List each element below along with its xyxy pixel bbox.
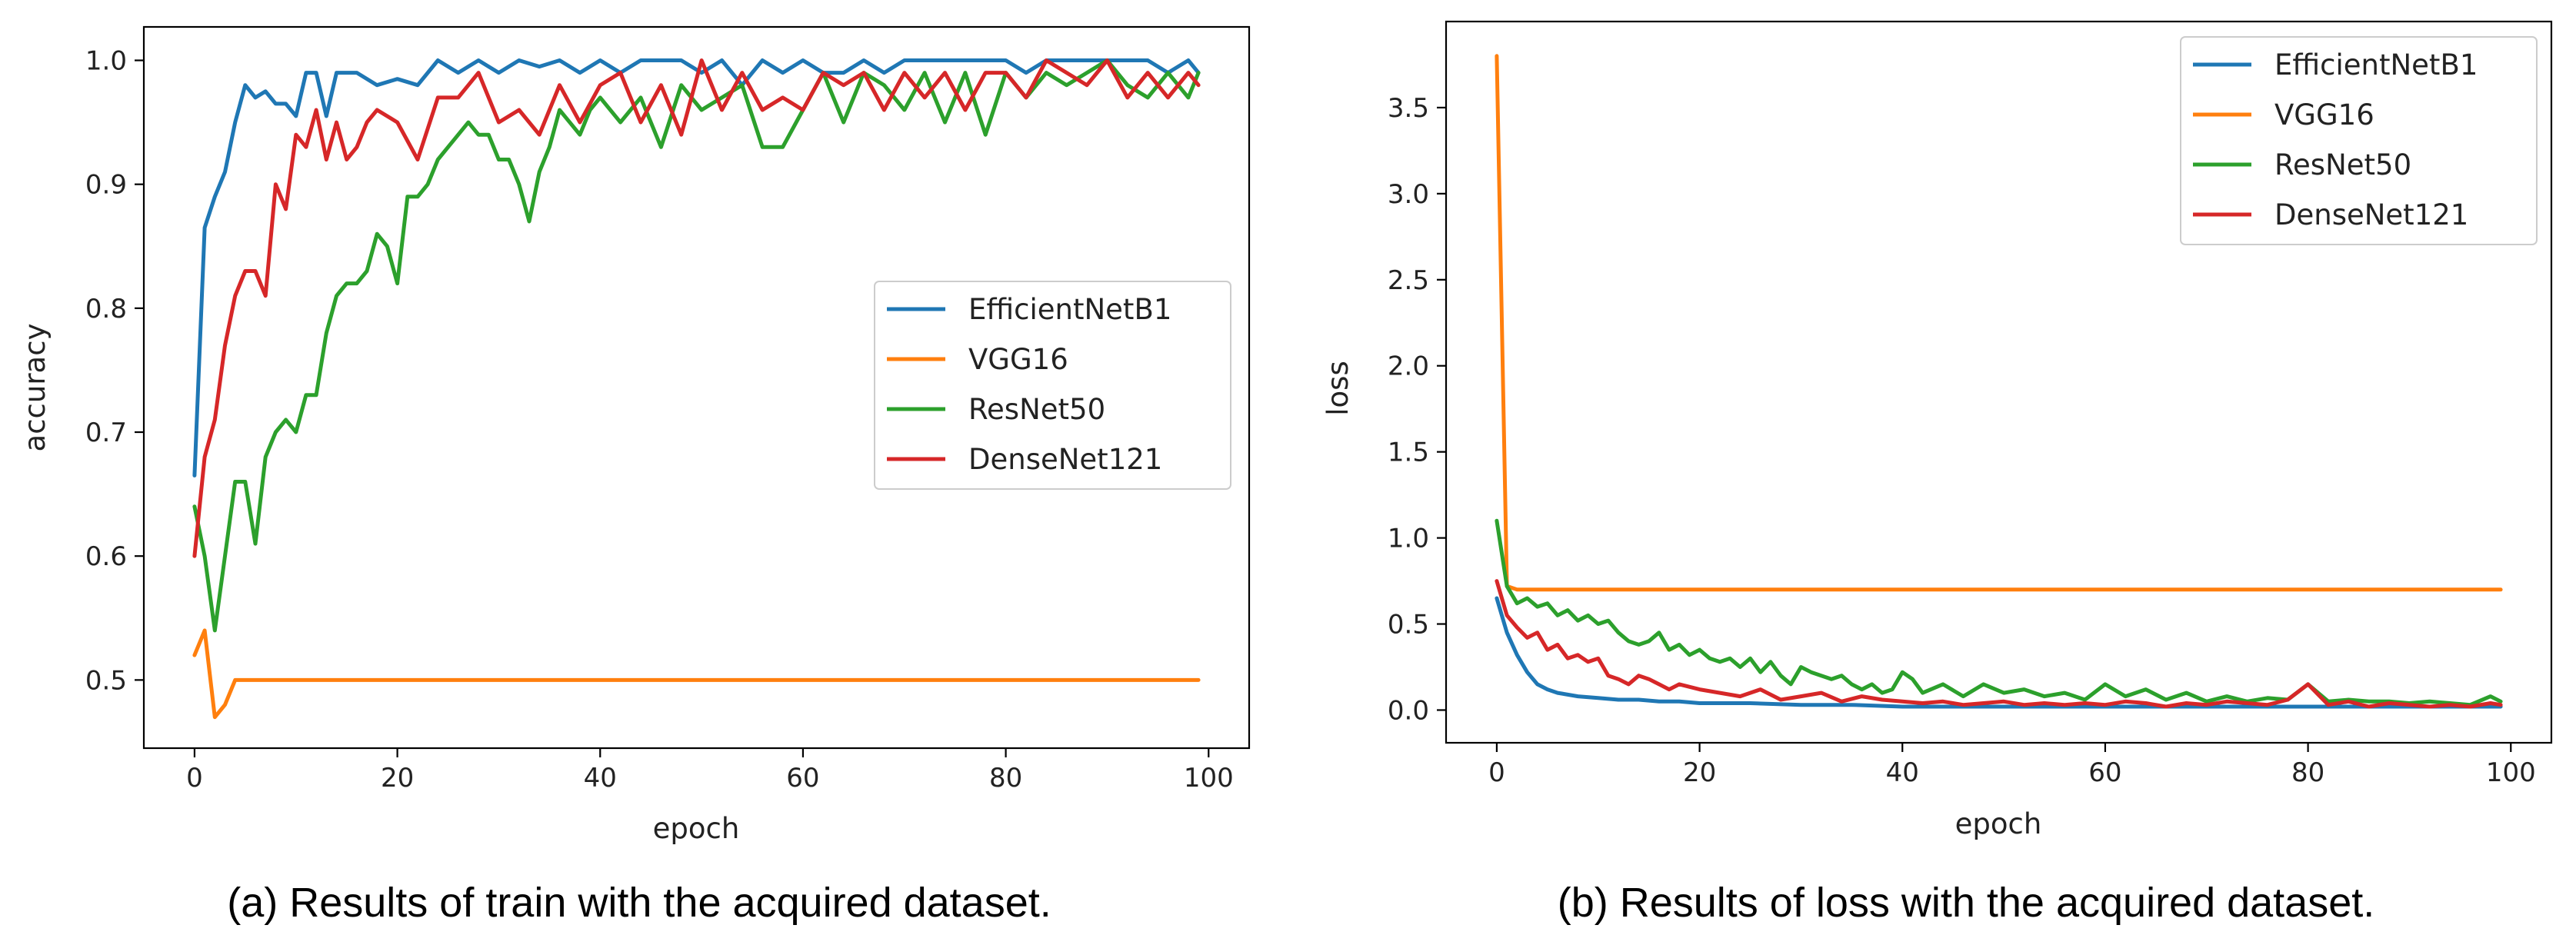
accuracy-y-tick-label: 1.0 [85, 46, 127, 77]
loss-y-axis-label: loss [1321, 361, 1355, 415]
loss-legend-label-vgg16: VGG16 [2274, 98, 2374, 131]
accuracy-series-densenet121 [192, 58, 1201, 558]
accuracy-x-ticks: 0 20 40 60 80 100 [186, 748, 1234, 794]
accuracy-x-axis-label: epoch [653, 812, 740, 845]
loss-y-tick-label: 0.0 [1388, 695, 1429, 726]
loss-x-tick-label: 20 [1683, 757, 1716, 788]
accuracy-y-tick-label: 0.5 [85, 665, 127, 696]
loss-legend-label-densenet121: DenseNet121 [2274, 198, 2468, 231]
accuracy-y-tick-label: 0.6 [85, 541, 127, 572]
loss-series-resnet50 [1495, 518, 2503, 707]
accuracy-legend-label-resnet50: ResNet50 [968, 393, 1105, 426]
loss-series-group [1495, 54, 2503, 709]
caption-accuracy: (a) Results of train with the acquired d… [227, 880, 1051, 926]
loss-y-tick-label: 1.5 [1388, 438, 1429, 468]
loss-x-tick-label: 80 [2291, 757, 2324, 788]
accuracy-series-group [192, 58, 1201, 720]
loss-series-vgg16 [1495, 54, 2503, 592]
loss-chart: 0 20 40 60 80 100 0.0 0.5 1.0 1.5 2.0 2.5 3.0 3.5 ep… [1321, 20, 2553, 840]
accuracy-legend-label-efficientnetb1: EfficientNetB1 [968, 293, 1171, 326]
accuracy-x-tick-label: 60 [786, 763, 819, 794]
loss-series-densenet121 [1495, 579, 2503, 709]
loss-legend-label-efficientnetb1: EfficientNetB1 [2274, 48, 2478, 82]
accuracy-x-tick-label: 40 [584, 763, 617, 794]
accuracy-legend-label-densenet121: DenseNet121 [968, 443, 1162, 476]
loss-y-tick-label: 3.5 [1388, 93, 1429, 124]
accuracy-series-vgg16 [192, 628, 1201, 720]
accuracy-y-tick-label: 0.9 [85, 170, 127, 201]
caption-loss: (b) Results of loss with the acquired da… [1558, 880, 2375, 926]
accuracy-legend-label-vgg16: VGG16 [968, 343, 1068, 376]
accuracy-x-tick-label: 100 [1184, 763, 1234, 794]
loss-y-ticks: 0.0 0.5 1.0 1.5 2.0 2.5 3.0 3.5 [1388, 93, 1446, 726]
accuracy-y-axis-label: accuracy [18, 324, 52, 452]
loss-y-tick-label: 2.0 [1388, 351, 1429, 382]
loss-x-tick-label: 100 [2486, 757, 2536, 788]
loss-x-tick-label: 40 [1886, 757, 1919, 788]
loss-legend-label-resnet50: ResNet50 [2274, 148, 2411, 181]
accuracy-x-tick-label: 0 [186, 763, 203, 794]
loss-legend: EfficientNetB1 VGG16 ResNet50 DenseNet121 [2180, 36, 2538, 245]
loss-y-tick-label: 1.0 [1388, 524, 1429, 554]
loss-x-axis-label: epoch [1955, 807, 2042, 840]
accuracy-legend-box [874, 281, 1231, 490]
accuracy-x-tick-label: 20 [381, 763, 414, 794]
accuracy-series-resnet50 [192, 58, 1201, 633]
accuracy-legend: EfficientNetB1 VGG16 ResNet50 DenseNet121 [874, 281, 1231, 490]
accuracy-y-ticks: 0.5 0.6 0.7 0.8 0.9 1.0 [85, 46, 144, 696]
loss-series-efficientnetb1 [1495, 596, 2503, 709]
accuracy-y-tick-label: 0.7 [85, 418, 127, 448]
loss-x-tick-label: 60 [2088, 757, 2121, 788]
loss-y-tick-label: 0.5 [1388, 610, 1429, 641]
accuracy-chart: 0 20 40 60 80 100 0.5 0.6 0.7 0.8 0.9 1.0 epoch ac… [18, 25, 1251, 845]
loss-y-tick-label: 2.5 [1388, 265, 1429, 296]
loss-legend-box [2180, 36, 2538, 245]
accuracy-series-efficientnetb1 [192, 58, 1201, 477]
loss-x-tick-label: 0 [1488, 757, 1505, 788]
accuracy-x-tick-label: 80 [989, 763, 1022, 794]
loss-x-ticks: 0 20 40 60 80 100 [1488, 743, 2536, 788]
accuracy-y-tick-label: 0.8 [85, 294, 127, 324]
loss-y-tick-label: 3.0 [1388, 179, 1429, 210]
